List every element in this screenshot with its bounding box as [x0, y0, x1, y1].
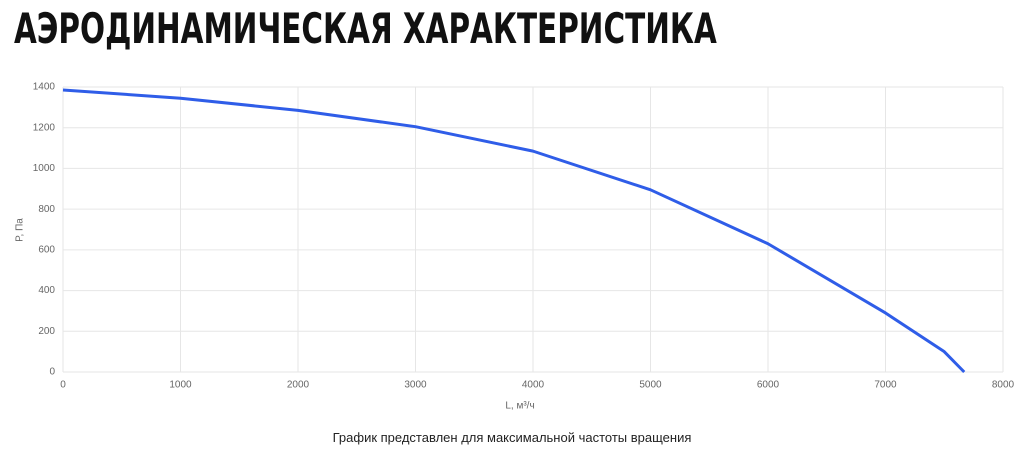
- y-tick-label: 400: [38, 285, 55, 296]
- x-tick-label: 6000: [757, 380, 780, 391]
- x-tick-label: 0: [60, 380, 66, 391]
- footnote: График представлен для максимальной част…: [332, 430, 692, 445]
- data-line: [62, 88, 966, 374]
- x-tick-label: 7000: [874, 380, 897, 391]
- x-tick-label: 1000: [169, 380, 192, 391]
- x-tick-label: 2000: [287, 380, 310, 391]
- x-tick-label: 5000: [639, 380, 662, 391]
- y-tick-label: 1200: [33, 122, 56, 133]
- x-axis-label: L, м³/ч: [505, 401, 534, 412]
- y-tick-label: 800: [38, 204, 55, 215]
- y-tick-label: 1000: [33, 163, 56, 174]
- y-tick-label: 600: [38, 244, 55, 255]
- y-axis-label: P, Па: [15, 218, 26, 242]
- y-tick-label: 200: [38, 326, 55, 337]
- y-tick-label: 0: [49, 367, 55, 378]
- title: АЭРОДИНАМИЧЕСКАЯ ХАРАКТЕРИСТИКА: [14, 4, 717, 53]
- x-tick-label: 4000: [522, 380, 545, 391]
- x-tick-label: 8000: [992, 380, 1015, 391]
- y-tick-label: 1400: [33, 82, 56, 93]
- x-tick-label: 3000: [404, 380, 427, 391]
